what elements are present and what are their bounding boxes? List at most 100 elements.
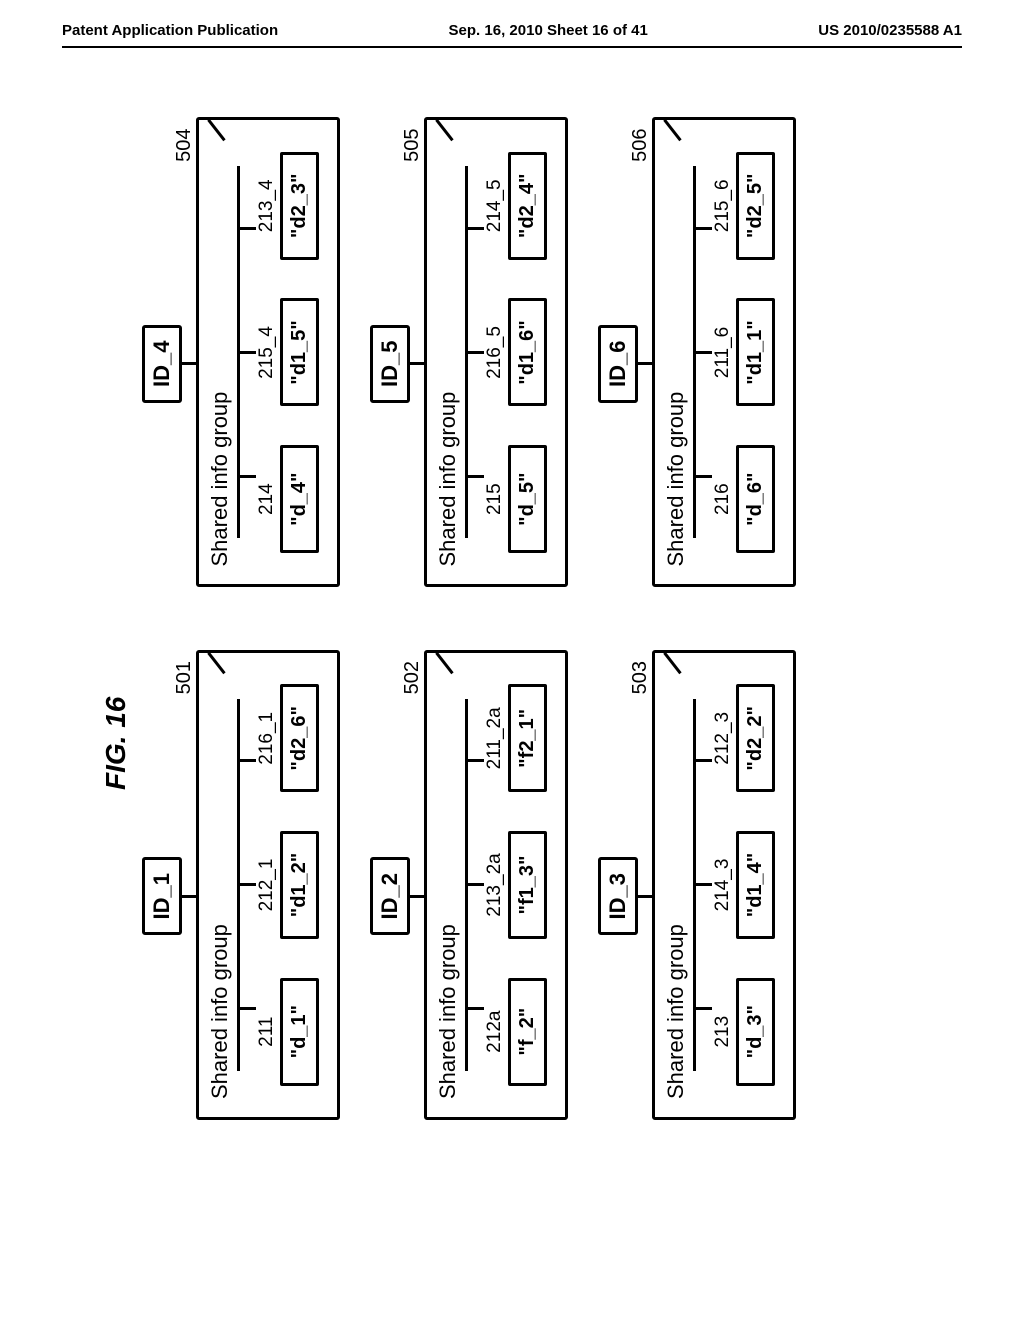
shared-info-group-box: 502 Shared info group 212a "f_2" 213_2a …	[424, 650, 568, 1120]
item-value: "d_3"	[736, 978, 775, 1086]
info-item: 212_3 "d2_2"	[712, 671, 775, 806]
group-ref-number: 506	[629, 129, 652, 162]
ref-leader-line	[425, 119, 449, 143]
item-value: "d2_4"	[508, 152, 547, 260]
ref-leader-line	[197, 119, 221, 143]
ref-leader-line	[197, 651, 221, 675]
connector-line	[182, 895, 196, 898]
bus-line	[237, 699, 240, 1071]
info-item: 216_5 "d1_6"	[484, 285, 547, 420]
item-ref: 213	[712, 964, 734, 1099]
group-title: Shared info group	[435, 139, 461, 567]
diagram-grid: ID_1 501 Shared info group 211 "d_1"	[142, 100, 796, 1120]
item-ref: 216_5	[484, 285, 506, 420]
group-cell: ID_2 502 Shared info group 212a "f_2"	[370, 633, 568, 1121]
shared-info-group-box: 504 Shared info group 214 "d_4" 215_4 "d…	[196, 118, 340, 588]
item-value: "d1_6"	[508, 299, 547, 407]
info-item: 214_3 "d1_4"	[712, 818, 775, 953]
item-value: "d2_5"	[736, 152, 775, 260]
item-value: "d1_5"	[280, 299, 319, 407]
item-ref: 212_3	[712, 671, 734, 806]
id-box: ID_6	[598, 325, 638, 403]
ref-leader-line	[653, 651, 677, 675]
item-ref: 215_6	[712, 138, 734, 273]
connector-line	[638, 895, 652, 898]
group-ref-number: 505	[401, 129, 424, 162]
bus-line	[237, 167, 240, 539]
shared-info-group-box: 503 Shared info group 213 "d_3" 214_3 "d…	[652, 650, 796, 1120]
item-ref: 211_2a	[484, 671, 506, 806]
item-value: "d2_6"	[280, 684, 319, 792]
id-box: ID_3	[598, 857, 638, 935]
group-cell: ID_4 504 Shared info group 214 "d_4"	[142, 100, 340, 588]
drop-lines	[468, 699, 484, 1071]
item-ref: 214_3	[712, 818, 734, 953]
header-divider	[62, 46, 962, 48]
bus-line	[465, 699, 468, 1071]
group-ref-number: 503	[629, 661, 652, 694]
item-ref: 215	[484, 432, 506, 567]
info-item: 211_6 "d1_1"	[712, 285, 775, 420]
info-item: 212a "f_2"	[484, 964, 547, 1099]
item-ref: 211_6	[712, 285, 734, 420]
item-value: "f2_1"	[508, 684, 547, 792]
group-cell: ID_5 505 Shared info group 215 "d_5"	[370, 100, 568, 588]
info-item: 213 "d_3"	[712, 964, 775, 1099]
drop-lines	[468, 167, 484, 539]
items-row: 213 "d_3" 214_3 "d1_4" 212_3 "d2_2"	[712, 671, 775, 1099]
item-value: "f1_3"	[508, 831, 547, 939]
item-value: "d1_1"	[736, 299, 775, 407]
item-value: "d1_4"	[736, 831, 775, 939]
item-value: "f_2"	[508, 978, 547, 1086]
group-ref-number: 502	[401, 661, 424, 694]
item-value: "d_6"	[736, 445, 775, 553]
connector-line	[410, 895, 424, 898]
id-box: ID_5	[370, 325, 410, 403]
item-value: "d1_2"	[280, 831, 319, 939]
info-item: 211_2a "f2_1"	[484, 671, 547, 806]
item-value: "d_1"	[280, 978, 319, 1086]
id-box: ID_1	[142, 857, 182, 935]
item-value: "d_4"	[280, 445, 319, 553]
group-title: Shared info group	[207, 139, 233, 567]
group-cell: ID_6 506 Shared info group 216 "d_6"	[598, 100, 796, 588]
group-cell: ID_1 501 Shared info group 211 "d_1"	[142, 633, 340, 1121]
item-ref: 214_5	[484, 138, 506, 273]
info-item: 215 "d_5"	[484, 432, 547, 567]
group-title: Shared info group	[663, 671, 689, 1099]
items-row: 214 "d_4" 215_4 "d1_5" 213_4 "d2_3"	[256, 139, 319, 567]
item-ref: 212a	[484, 964, 506, 1099]
items-row: 212a "f_2" 213_2a "f1_3" 211_2a "f2_1"	[484, 671, 547, 1099]
item-ref: 215_4	[256, 285, 278, 420]
shared-info-group-box: 506 Shared info group 216 "d_6" 211_6 "d…	[652, 118, 796, 588]
item-value: "d_5"	[508, 445, 547, 553]
info-item: 214 "d_4"	[256, 432, 319, 567]
bus-line	[693, 699, 696, 1071]
bus-line	[465, 167, 468, 539]
info-item: 213_2a "f1_3"	[484, 818, 547, 953]
group-title: Shared info group	[435, 671, 461, 1099]
item-value: "d2_2"	[736, 684, 775, 792]
item-ref: 212_1	[256, 818, 278, 953]
item-ref: 216	[712, 432, 734, 567]
group-cell: ID_3 503 Shared info group 213 "d_3"	[598, 633, 796, 1121]
group-title: Shared info group	[663, 139, 689, 567]
shared-info-group-box: 505 Shared info group 215 "d_5" 216_5 "d…	[424, 118, 568, 588]
item-ref: 216_1	[256, 671, 278, 806]
items-row: 215 "d_5" 216_5 "d1_6" 214_5 "d2_4"	[484, 139, 547, 567]
info-item: 212_1 "d1_2"	[256, 818, 319, 953]
info-item: 216 "d_6"	[712, 432, 775, 567]
group-ref-number: 504	[173, 129, 196, 162]
info-item: 215_4 "d1_5"	[256, 285, 319, 420]
item-ref: 213_2a	[484, 818, 506, 953]
info-item: 215_6 "d2_5"	[712, 138, 775, 273]
info-item: 214_5 "d2_4"	[484, 138, 547, 273]
ref-leader-line	[653, 119, 677, 143]
id-box: ID_4	[142, 325, 182, 403]
figure-label: FIG. 16	[100, 100, 132, 790]
item-value: "d2_3"	[280, 152, 319, 260]
id-box: ID_2	[370, 857, 410, 935]
drop-lines	[696, 699, 712, 1071]
page-header: Patent Application Publication Sep. 16, …	[0, 22, 1024, 39]
item-ref: 211	[256, 964, 278, 1099]
